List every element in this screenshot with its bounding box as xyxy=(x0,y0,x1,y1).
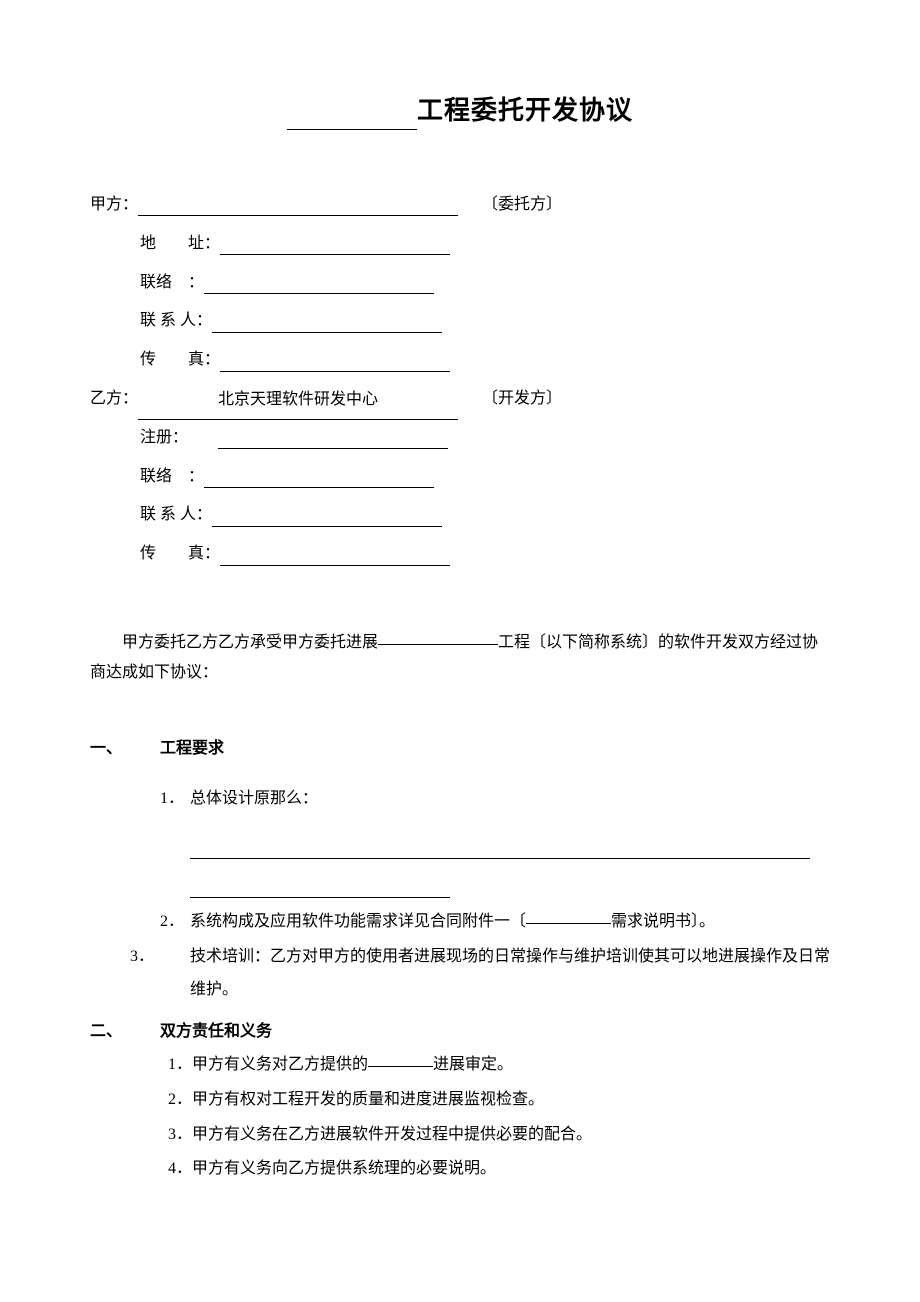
party-b-name: 北京天理软件研发中心 xyxy=(138,382,458,420)
document-page: 工程委托开发协议 甲方： 〔委托方〕 地 址： 联络 ： 联 系 人： 传 真：… xyxy=(0,0,920,1302)
person-label: 联 系 人： xyxy=(140,312,212,329)
s2-item2-num: 2． xyxy=(168,1091,192,1108)
design-blank-line1 xyxy=(190,834,810,859)
intro-blank xyxy=(378,644,498,645)
s1-item3: 3．技术培训：乙方对甲方的使用者进展现场的日常操作与维护培训使其可以地进展操作及… xyxy=(90,941,830,1007)
party-b-role: 〔开发方〕 xyxy=(482,390,562,407)
s2-item1-blank xyxy=(368,1066,433,1067)
section-1-list: 1．总体设计原那么： 2．系统构成及应用软件功能需求详见合同附件一〔 需求说明书〕… xyxy=(90,783,830,1007)
contact-label-b: 联络 ： xyxy=(140,468,204,485)
s2-item2: 2．甲方有权对工程开发的质量和进度进展监视检查。 xyxy=(90,1084,830,1117)
intro-part1: 甲方委托乙方乙方承受甲方委托进展 xyxy=(122,634,378,651)
register-label: 注册： xyxy=(140,429,188,446)
section-2-num: 二、 xyxy=(90,1017,160,1041)
fax-label: 传 真： xyxy=(140,351,220,368)
party-b-person: 联 系 人： xyxy=(140,497,830,534)
section-1-num: 一、 xyxy=(90,734,160,758)
section-2-title: 双方责任和义务 xyxy=(160,1023,272,1040)
address-blank xyxy=(220,236,450,255)
s2-item3-text: 甲方有义务在乙方进展软件开发过程中提供必要的配合。 xyxy=(192,1126,592,1143)
party-a-contact: 联络 ： xyxy=(140,265,830,302)
s1-item1-num: 1． xyxy=(160,783,190,816)
person-label-b: 联 系 人： xyxy=(140,506,212,523)
party-b-fax: 传 真： xyxy=(140,536,830,573)
s1-item2-a: 系统构成及应用软件功能需求详见合同附件一〔 xyxy=(190,913,526,930)
contact-label: 联络 ： xyxy=(140,274,204,291)
s2-item1-num: 1． xyxy=(168,1056,192,1073)
s2-item4-num: 4． xyxy=(168,1160,192,1177)
design-blank-line2 xyxy=(190,873,450,898)
register-blank xyxy=(218,430,448,449)
section-2-head: 二、双方责任和义务 xyxy=(90,1017,830,1041)
party-a-address: 地 址： xyxy=(140,226,830,263)
s2-item1: 1．甲方有义务对乙方提供的 进展审定。 xyxy=(90,1049,830,1082)
party-a-block: 甲方： 〔委托方〕 地 址： 联络 ： 联 系 人： 传 真： xyxy=(90,187,830,379)
s2-item2-text: 甲方有权对工程开发的质量和进度进展监视检查。 xyxy=(192,1091,544,1108)
s1-item2-blank xyxy=(526,923,611,924)
s1-item2-b: 需求说明书〕。 xyxy=(611,913,715,930)
party-a-person: 联 系 人： xyxy=(140,303,830,340)
title-blank xyxy=(287,129,417,130)
party-b-block: 乙方：北京天理软件研发中心 〔开发方〕 注册： 联络 ： 联 系 人： 传 真： xyxy=(90,381,830,573)
s2-item1-b: 进展审定。 xyxy=(433,1056,513,1073)
document-title: 工程委托开发协议 xyxy=(90,90,830,127)
fax-label-b: 传 真： xyxy=(140,545,220,562)
contact-blank-b xyxy=(204,469,434,488)
s2-item3-num: 3． xyxy=(168,1126,192,1143)
party-a-name-blank xyxy=(138,197,458,216)
person-blank xyxy=(212,314,442,333)
section-1-title: 工程要求 xyxy=(160,740,224,757)
address-label: 地 址： xyxy=(140,235,220,252)
party-a-fax: 传 真： xyxy=(140,342,830,379)
party-b-label: 乙方： xyxy=(90,390,138,407)
section-2-list: 1．甲方有义务对乙方提供的 进展审定。 2．甲方有权对工程开发的质量和进度进展监视… xyxy=(90,1049,830,1186)
party-a-label: 甲方： xyxy=(90,196,138,213)
party-a-main: 甲方： 〔委托方〕 xyxy=(90,187,830,224)
fax-blank-b xyxy=(220,547,450,566)
s1-item3-num: 3． xyxy=(160,941,190,974)
s2-item3: 3．甲方有义务在乙方进展软件开发过程中提供必要的配合。 xyxy=(90,1119,830,1152)
person-blank-b xyxy=(212,508,442,527)
party-a-role: 〔委托方〕 xyxy=(482,196,562,213)
fax-blank xyxy=(220,353,450,372)
s1-item1-text: 总体设计原那么： xyxy=(190,790,318,807)
s1-item1: 1．总体设计原那么： xyxy=(90,783,830,816)
party-b-main: 乙方：北京天理软件研发中心 〔开发方〕 xyxy=(90,381,830,418)
s2-item4: 4．甲方有义务向乙方提供系统理的必要说明。 xyxy=(90,1153,830,1186)
section-1-head: 一、工程要求 xyxy=(90,734,830,758)
s1-item3-text: 技术培训：乙方对甲方的使用者进展现场的日常操作与维护培训使其可以地进展操作及日常… xyxy=(190,948,830,998)
s1-item2: 2．系统构成及应用软件功能需求详见合同附件一〔 需求说明书〕。 xyxy=(90,906,830,939)
s2-item1-a: 甲方有义务对乙方提供的 xyxy=(192,1056,368,1073)
s1-item2-num: 2． xyxy=(160,906,190,939)
title-text: 工程委托开发协议 xyxy=(417,96,633,125)
intro-paragraph: 甲方委托乙方乙方承受甲方委托进展工程〔以下简称系统〕的软件开发双方经过协商达成如… xyxy=(90,628,830,689)
s2-item4-text: 甲方有义务向乙方提供系统理的必要说明。 xyxy=(192,1160,496,1177)
party-b-contact: 联络 ： xyxy=(140,459,830,496)
contact-blank xyxy=(204,275,434,294)
party-b-register: 注册： xyxy=(140,420,830,457)
